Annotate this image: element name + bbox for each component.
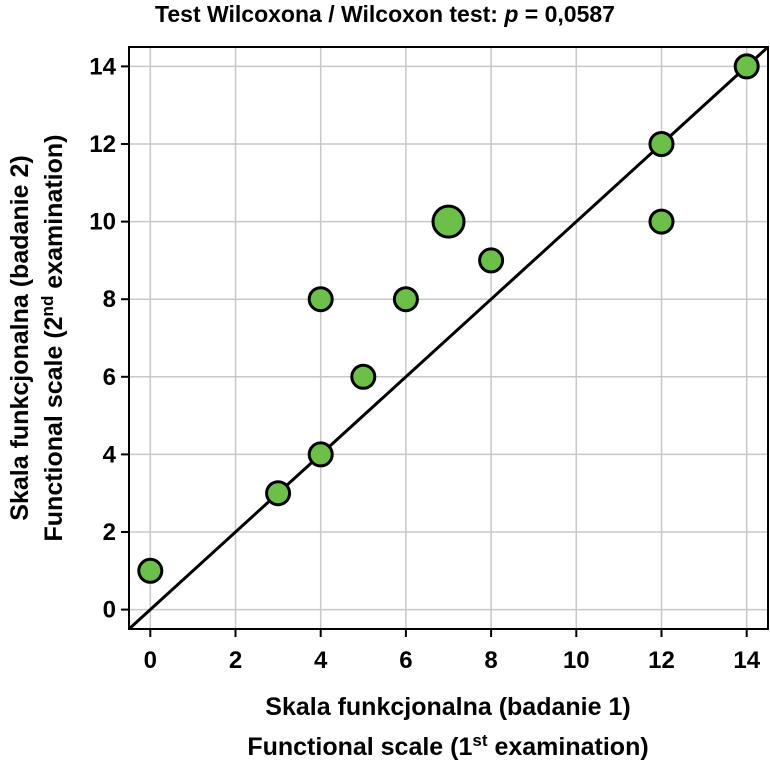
y-tick-label: 10	[89, 209, 116, 236]
x-tick-label: 12	[648, 647, 675, 674]
plot-frame	[128, 46, 769, 630]
data-point	[733, 53, 760, 80]
data-point	[431, 204, 466, 239]
data-point	[137, 557, 164, 584]
x-axis-label-line2: Functional scale (1st examination)	[247, 731, 648, 761]
y-axis-ticks: 0 2 4 6 8 10 12 14	[89, 53, 129, 624]
data-point	[265, 480, 292, 507]
x-tick-label: 2	[229, 647, 242, 674]
y-tick-label: 6	[103, 364, 116, 391]
data-point	[648, 208, 675, 235]
x-tick-label: 0	[144, 647, 157, 674]
title-suffix: = 0,0587	[518, 1, 615, 27]
y-axis-label-line2: Functional scale (2nd examination)	[38, 135, 68, 542]
chart-title: Test Wilcoxona / Wilcoxon test: p = 0,05…	[155, 1, 615, 27]
y-tick-label: 8	[103, 286, 116, 313]
x-tick-label: 10	[563, 647, 590, 674]
data-points	[137, 53, 760, 584]
data-point	[648, 131, 675, 157]
y-tick-label: 14	[89, 53, 116, 80]
data-point	[478, 247, 505, 274]
title-p-symbol: p	[503, 1, 518, 27]
x-tick-label: 4	[314, 647, 328, 674]
y-label-line2-post: examination)	[40, 135, 68, 296]
x-tick-label: 8	[484, 647, 497, 674]
x-axis-ticks: 0 2 4 6 8 10 12 14	[144, 629, 761, 674]
data-point	[350, 363, 377, 390]
x-tick-label: 14	[733, 647, 760, 674]
x-label-line2-pre: Functional scale (1	[247, 733, 472, 761]
y-axis-label-line1: Skala funkcjonalna (badanie 2)	[6, 155, 34, 520]
y-label-line2-sup: nd	[38, 296, 57, 317]
y-tick-label: 12	[89, 131, 116, 158]
reference-line	[127, 45, 770, 631]
x-tick-label: 6	[399, 647, 412, 674]
x-label-line2-sup: st	[472, 731, 487, 750]
y-tick-label: 2	[103, 519, 116, 546]
x-axis-label-line1: Skala funkcjonalna (badanie 1)	[265, 693, 630, 721]
y-label-line2-pre: Functional scale (2	[40, 316, 68, 541]
title-prefix: Test Wilcoxona / Wilcoxon test:	[155, 1, 504, 27]
data-point	[392, 286, 419, 313]
y-tick-label: 0	[103, 597, 116, 624]
data-point	[307, 286, 334, 313]
y-tick-label: 4	[103, 441, 117, 468]
data-point	[307, 441, 334, 468]
x-label-line2-post: examination)	[488, 733, 649, 761]
